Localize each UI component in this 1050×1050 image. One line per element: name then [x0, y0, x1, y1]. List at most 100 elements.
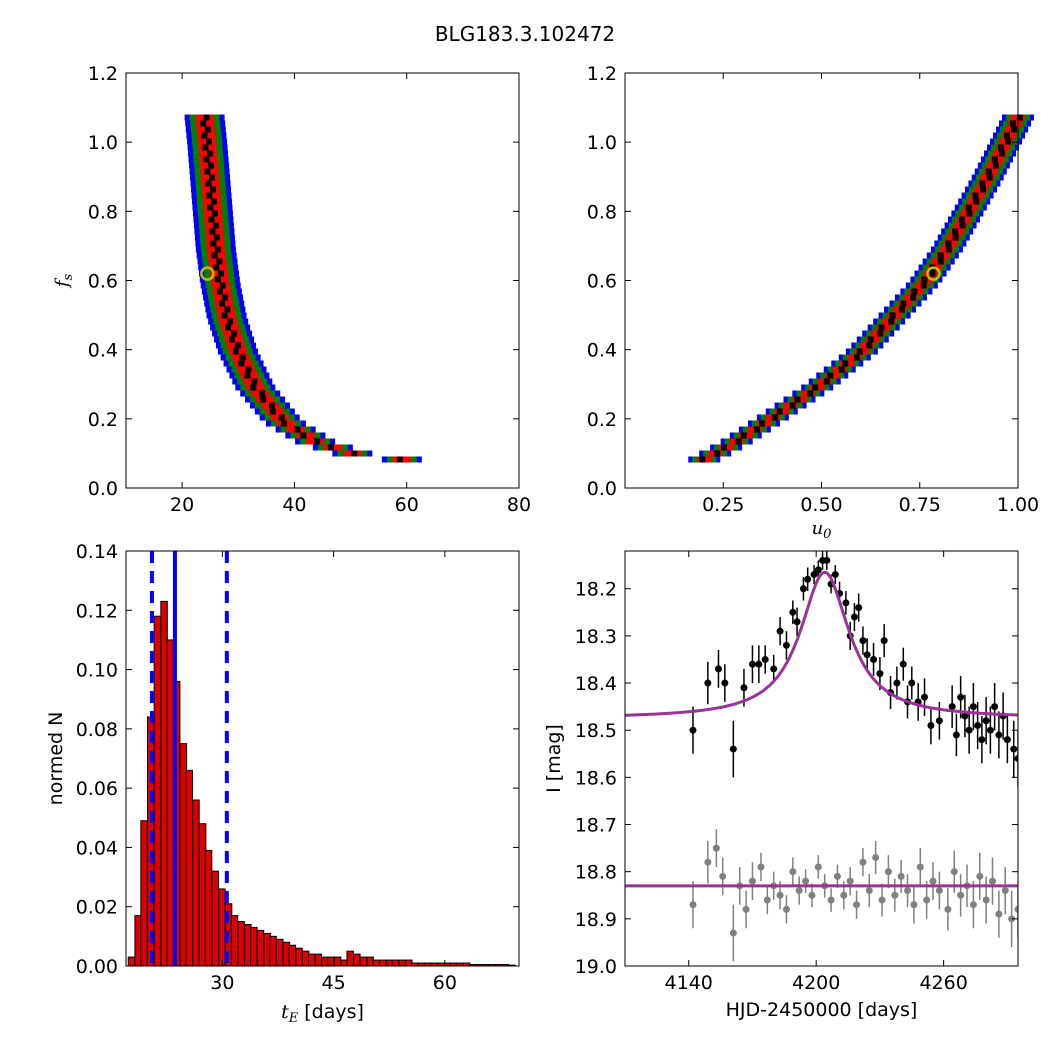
confidence-core-cell — [958, 216, 965, 223]
y-axis-label: normed N — [45, 712, 67, 806]
axes-frame — [624, 72, 1019, 489]
confidence-core-cell — [201, 132, 208, 139]
histogram-bar — [256, 929, 265, 967]
y-tick-label: 19.0 — [575, 956, 617, 978]
confidence-core-cell — [838, 366, 845, 373]
residual-point — [995, 910, 1003, 918]
y-tick-label: 0.8 — [88, 201, 118, 223]
confidence-core-cell — [213, 264, 220, 271]
y-tick-label: 0.08 — [76, 719, 118, 741]
residual-point — [833, 872, 841, 880]
confidence-core-cell — [216, 258, 223, 265]
residual-point — [763, 896, 771, 904]
x-tick-label: 1.00 — [997, 494, 1039, 516]
confidence-core-cell — [986, 174, 993, 181]
residual-point — [782, 905, 790, 913]
x-tick-label: 60 — [433, 972, 457, 994]
confidence-core-cell — [973, 198, 980, 205]
residual-point — [1001, 887, 1009, 895]
confidence-core-cell — [222, 294, 229, 301]
confidence-core-cell — [216, 288, 223, 295]
confidence-core-cell — [351, 450, 358, 457]
best-fit-marker — [926, 266, 941, 281]
x-tick-label: 4260 — [919, 972, 967, 994]
confidence-core-cell — [208, 162, 215, 169]
confidence-core-cell — [232, 348, 239, 355]
confidence-core-cell — [203, 156, 210, 163]
confidence-core-cell — [268, 402, 275, 409]
data-point — [689, 726, 697, 734]
confidence-core-cell — [1017, 114, 1023, 121]
y-tick-label: 0.06 — [76, 778, 118, 800]
axes-frame — [125, 72, 520, 489]
residual-point — [910, 901, 918, 909]
confidence-core-cell — [225, 324, 232, 331]
residual-point — [897, 872, 905, 880]
data-point — [859, 637, 867, 645]
x-tick-label: 80 — [507, 494, 531, 516]
confidence-core-cell — [807, 390, 814, 397]
histogram-bar — [250, 926, 258, 967]
confidence-core-cell — [208, 216, 215, 223]
confidence-core-cell — [853, 354, 860, 361]
confidence-core-cell — [972, 192, 979, 199]
confidence-core-cell — [979, 180, 986, 187]
data-point — [789, 608, 797, 616]
data-point — [935, 717, 943, 725]
data-point — [776, 627, 784, 635]
residual-point — [969, 901, 977, 909]
histogram-bar — [204, 849, 213, 967]
data-point — [995, 731, 1003, 739]
data-point — [893, 679, 901, 687]
panel-fs_vs_u0: 0.25 0.50 0.75 1.00 0.0 0.2 0.4 0.6 0.8 1.0 1.2 u0 — [587, 63, 1039, 542]
data-point — [855, 604, 863, 612]
histogram-bar — [166, 639, 174, 967]
residual-point — [795, 887, 803, 895]
confidence-core-cell — [238, 360, 245, 367]
confidence-core-cell — [776, 408, 783, 415]
confidence-core-cell — [1010, 120, 1017, 127]
data-point — [870, 655, 878, 663]
confidence-core-cell — [980, 186, 987, 193]
confidence-core-cell — [789, 402, 796, 409]
y-tick-label: 0.6 — [88, 271, 118, 293]
residual-point — [950, 868, 958, 876]
best-fit-marker — [200, 266, 215, 281]
residual-point — [982, 896, 990, 904]
x-tick-label: 0.50 — [800, 494, 842, 516]
histogram-bar — [192, 799, 200, 967]
residual-point — [689, 901, 697, 909]
y-tick-label: 18.9 — [575, 909, 617, 931]
confidence-core-cell — [207, 150, 214, 157]
confidence-core-cell — [219, 300, 226, 307]
data-point — [721, 679, 729, 687]
histogram-bar — [269, 935, 277, 967]
confidence-core-cell — [260, 396, 267, 403]
confidence-core-cell — [740, 432, 747, 439]
data-point — [850, 613, 858, 621]
y-tick-label: 1.2 — [88, 63, 118, 85]
data-point — [761, 655, 769, 663]
residual-point — [878, 896, 886, 904]
residual-point — [1008, 915, 1016, 923]
histogram-bar — [140, 820, 148, 967]
histogram-bar — [288, 944, 297, 967]
residual-point — [916, 863, 924, 871]
x-tick-label: 4140 — [665, 972, 713, 994]
y-tick-label: 18.2 — [575, 579, 617, 601]
data-point — [714, 665, 722, 673]
x-tick-label: 0.75 — [899, 494, 941, 516]
y-tick-label: 0.4 — [88, 340, 118, 362]
y-tick-label: 1.2 — [587, 63, 617, 85]
histogram-bar — [353, 953, 361, 967]
residual-point — [859, 858, 867, 866]
y-tick-label: 0.4 — [587, 340, 617, 362]
confidence-core-cell — [909, 294, 916, 301]
confidence-core-cell — [219, 282, 226, 289]
histogram-bar — [391, 959, 400, 967]
confidence-core-cell — [699, 456, 706, 463]
confidence-core-cell — [224, 306, 231, 313]
y-tick-label: 18.5 — [575, 720, 617, 742]
y-tick-label: 0.0 — [88, 478, 118, 500]
